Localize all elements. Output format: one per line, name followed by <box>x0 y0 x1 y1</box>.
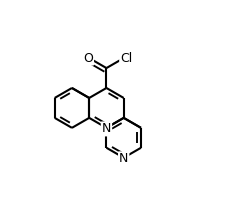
Text: N: N <box>119 152 128 165</box>
Text: O: O <box>83 52 93 65</box>
Text: Cl: Cl <box>120 52 132 65</box>
Text: N: N <box>102 123 111 135</box>
